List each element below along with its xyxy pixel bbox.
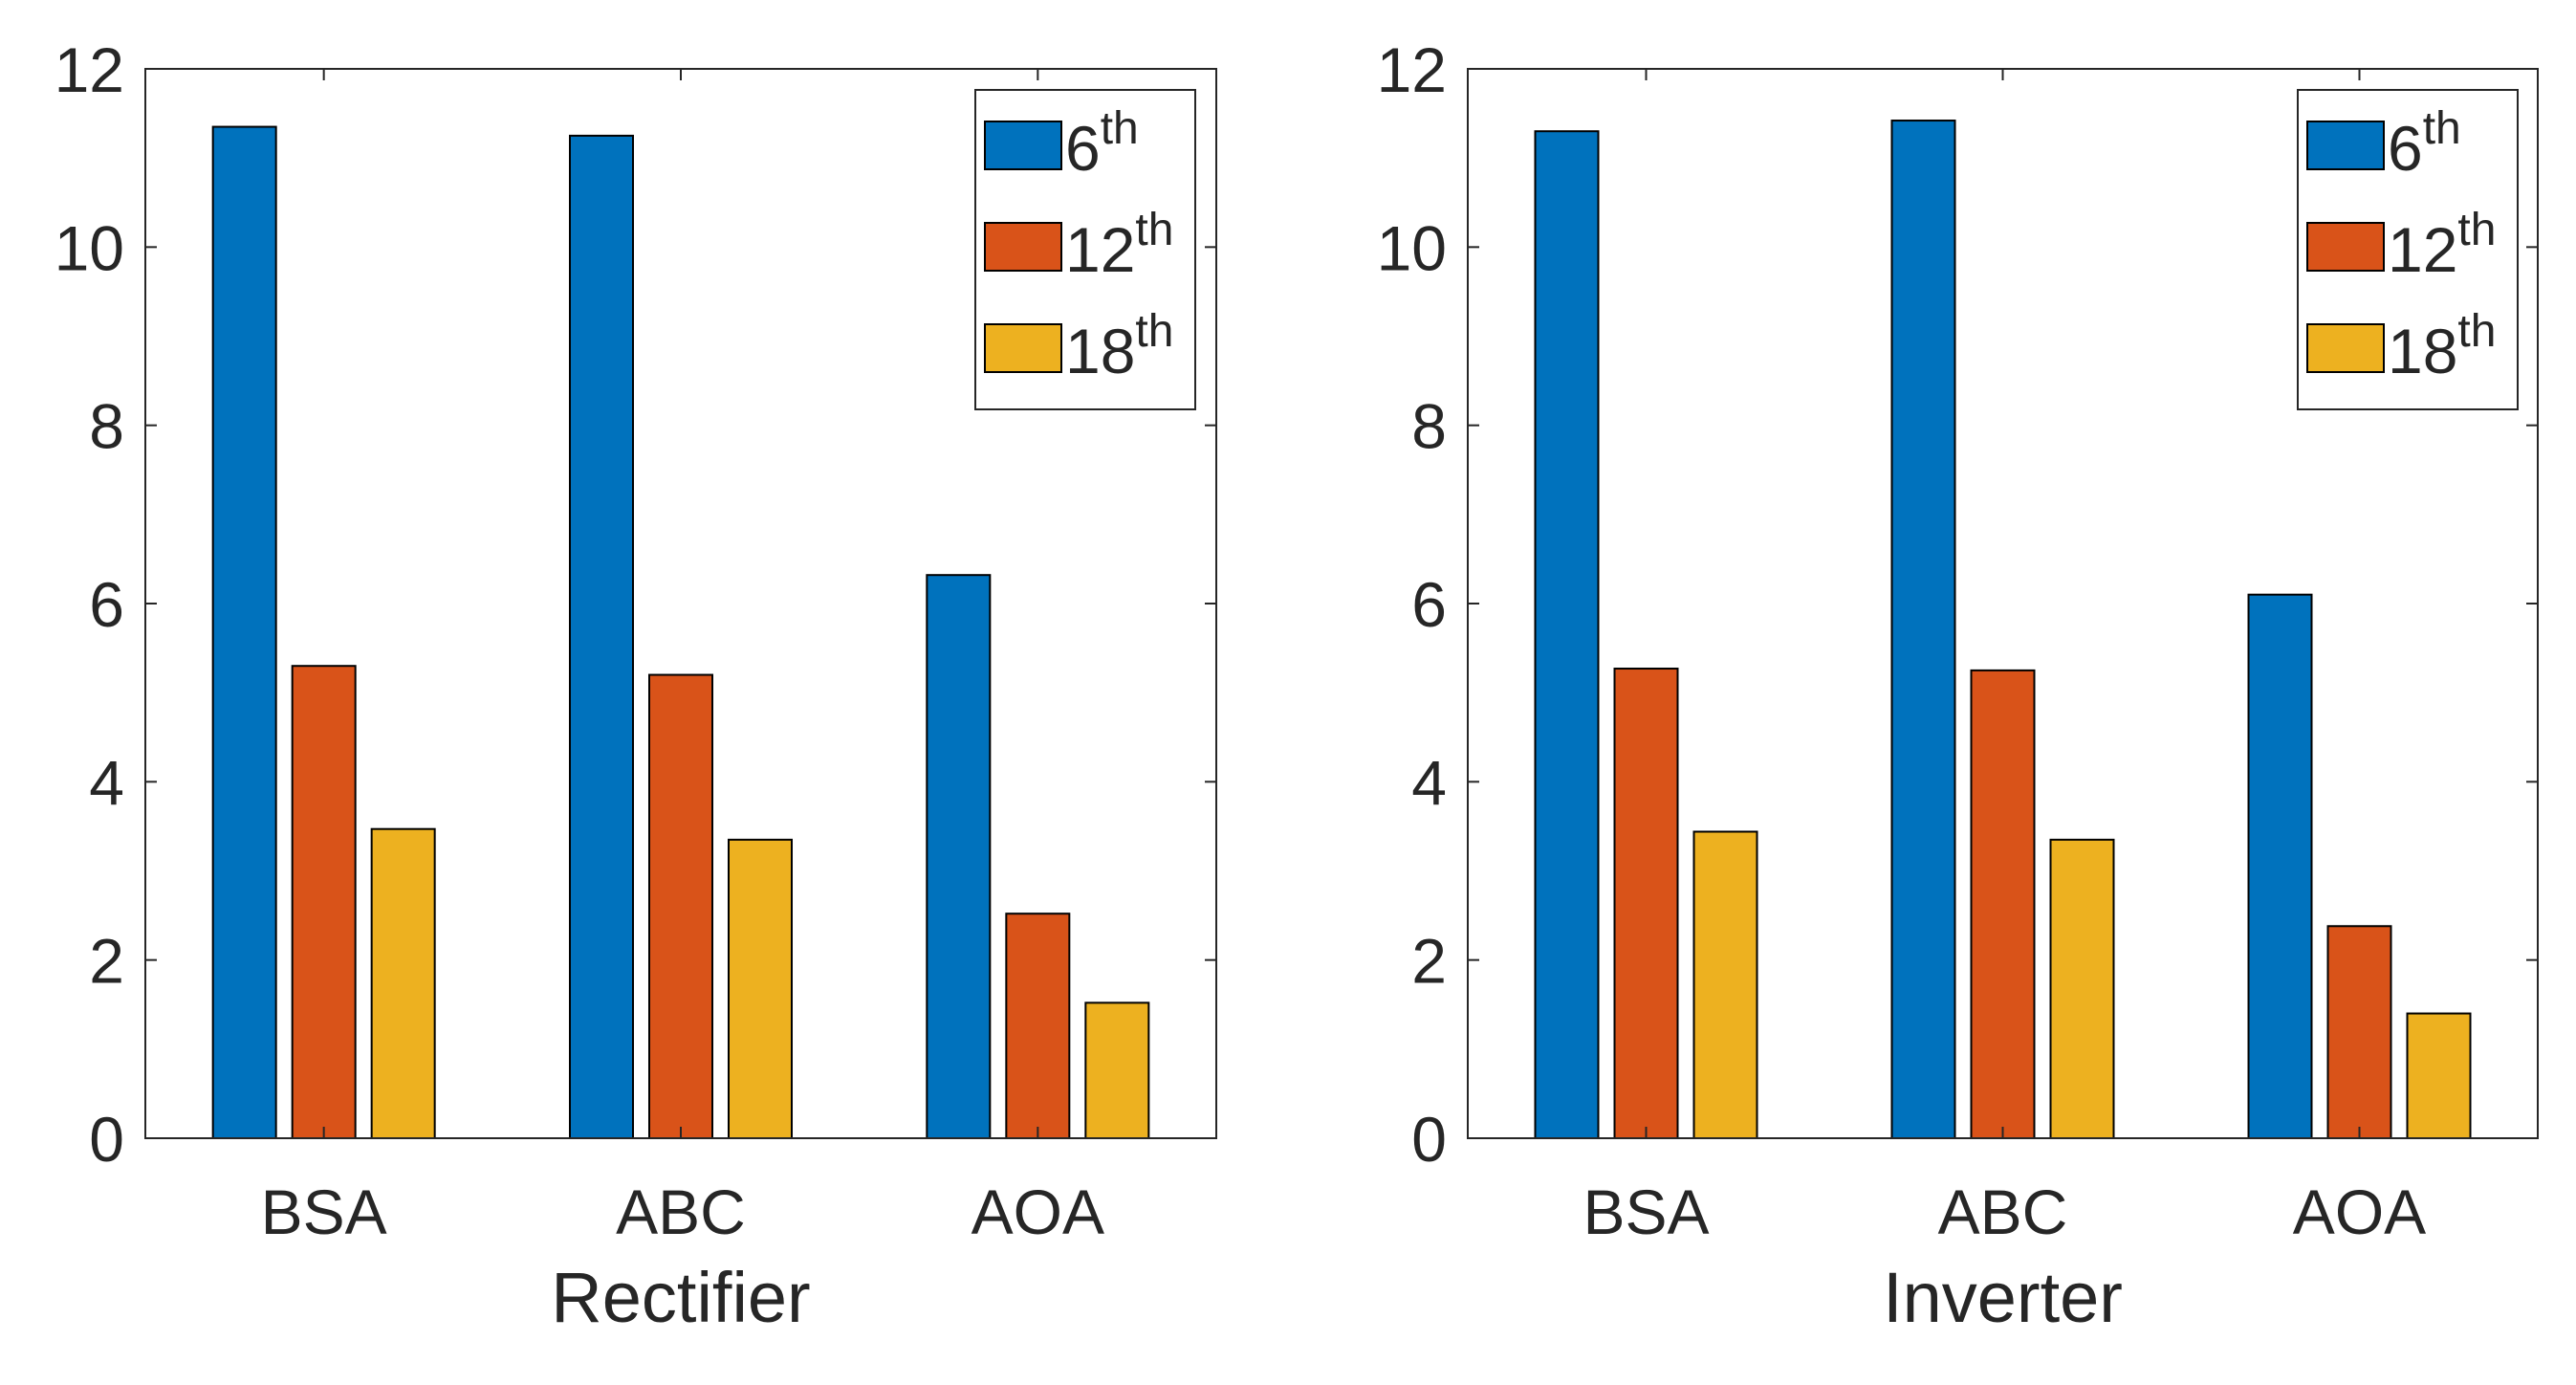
- legend-swatch-6th: [2306, 121, 2385, 170]
- bar-bsa-18th: [1692, 830, 1758, 1139]
- bar-bsa-12th: [1613, 668, 1679, 1139]
- x-tick-label-aoa: AOA: [2293, 1176, 2426, 1247]
- bar-bsa-6th: [211, 125, 277, 1139]
- bar-aoa-18th: [2406, 1012, 2472, 1139]
- y-tick-label: 0: [89, 1104, 124, 1175]
- legend-label-12th: 12th: [2388, 205, 2496, 285]
- y-tick-label: 6: [1411, 569, 1447, 640]
- bar-bsa-12th: [291, 665, 357, 1139]
- bar-abc-6th: [1890, 120, 1956, 1140]
- panel-2: 0 2 4 6 8 10 12 BSA ABC AOA Inverter 6th 12th 18th: [1377, 34, 2539, 1337]
- legend: 6th 12th 18th: [974, 89, 1196, 410]
- legend-swatch-12th: [2306, 222, 2385, 272]
- legend-label-6th: 6th: [1065, 103, 1139, 184]
- y-tick-label: 6: [89, 569, 124, 640]
- bar-abc-18th: [2049, 838, 2115, 1139]
- x-tick-label-bsa: BSA: [261, 1176, 387, 1247]
- legend-swatch-6th: [984, 121, 1062, 170]
- bar-abc-12th: [648, 673, 713, 1139]
- legend-label-18th: 18th: [1065, 306, 1173, 386]
- bar-aoa-6th: [926, 574, 992, 1139]
- y-tick-label: 8: [1411, 391, 1447, 462]
- legend-label-18th: 18th: [2388, 306, 2496, 386]
- x-tick-label-abc: ABC: [616, 1176, 746, 1247]
- y-tick-label: 4: [89, 747, 124, 818]
- x-axis-label: Rectifier: [551, 1258, 810, 1337]
- bar-abc-6th: [569, 134, 634, 1139]
- legend-swatch-12th: [984, 222, 1062, 272]
- bar-bsa-6th: [1534, 130, 1600, 1139]
- bar-abc-18th: [728, 838, 793, 1139]
- y-tick-label: 2: [89, 926, 124, 997]
- x-tick-label-abc: ABC: [1938, 1176, 2068, 1247]
- bar-aoa-6th: [2247, 593, 2313, 1139]
- legend-swatch-18th: [984, 323, 1062, 373]
- y-tick-label: 4: [1411, 747, 1447, 818]
- legend-swatch-18th: [2306, 323, 2385, 373]
- legend-label-6th: 6th: [2388, 103, 2461, 184]
- bar-abc-12th: [1970, 669, 2036, 1139]
- y-tick-label: 10: [1377, 212, 1447, 283]
- x-tick-label-aoa: AOA: [971, 1176, 1104, 1247]
- y-tick-label: 10: [55, 212, 124, 283]
- x-tick-label-bsa: BSA: [1583, 1176, 1709, 1247]
- y-tick-label: 12: [1377, 34, 1447, 105]
- panel-1: 0 2 4 6 8 10 12 BSA ABC AOA Rectifier 6th 12th 18th: [55, 34, 1217, 1337]
- bar-aoa-18th: [1084, 1001, 1150, 1140]
- legend-label-12th: 12th: [1065, 205, 1173, 285]
- y-tick-label: 0: [1411, 1104, 1447, 1175]
- legend: 6th 12th 18th: [2297, 89, 2519, 410]
- bar-aoa-12th: [1005, 912, 1071, 1139]
- y-tick-label: 12: [55, 34, 124, 105]
- x-axis-label: Inverter: [1883, 1258, 2123, 1337]
- bar-aoa-12th: [2326, 925, 2392, 1139]
- y-tick-label: 8: [89, 391, 124, 462]
- bar-bsa-18th: [370, 827, 436, 1139]
- y-tick-label: 2: [1411, 926, 1447, 997]
